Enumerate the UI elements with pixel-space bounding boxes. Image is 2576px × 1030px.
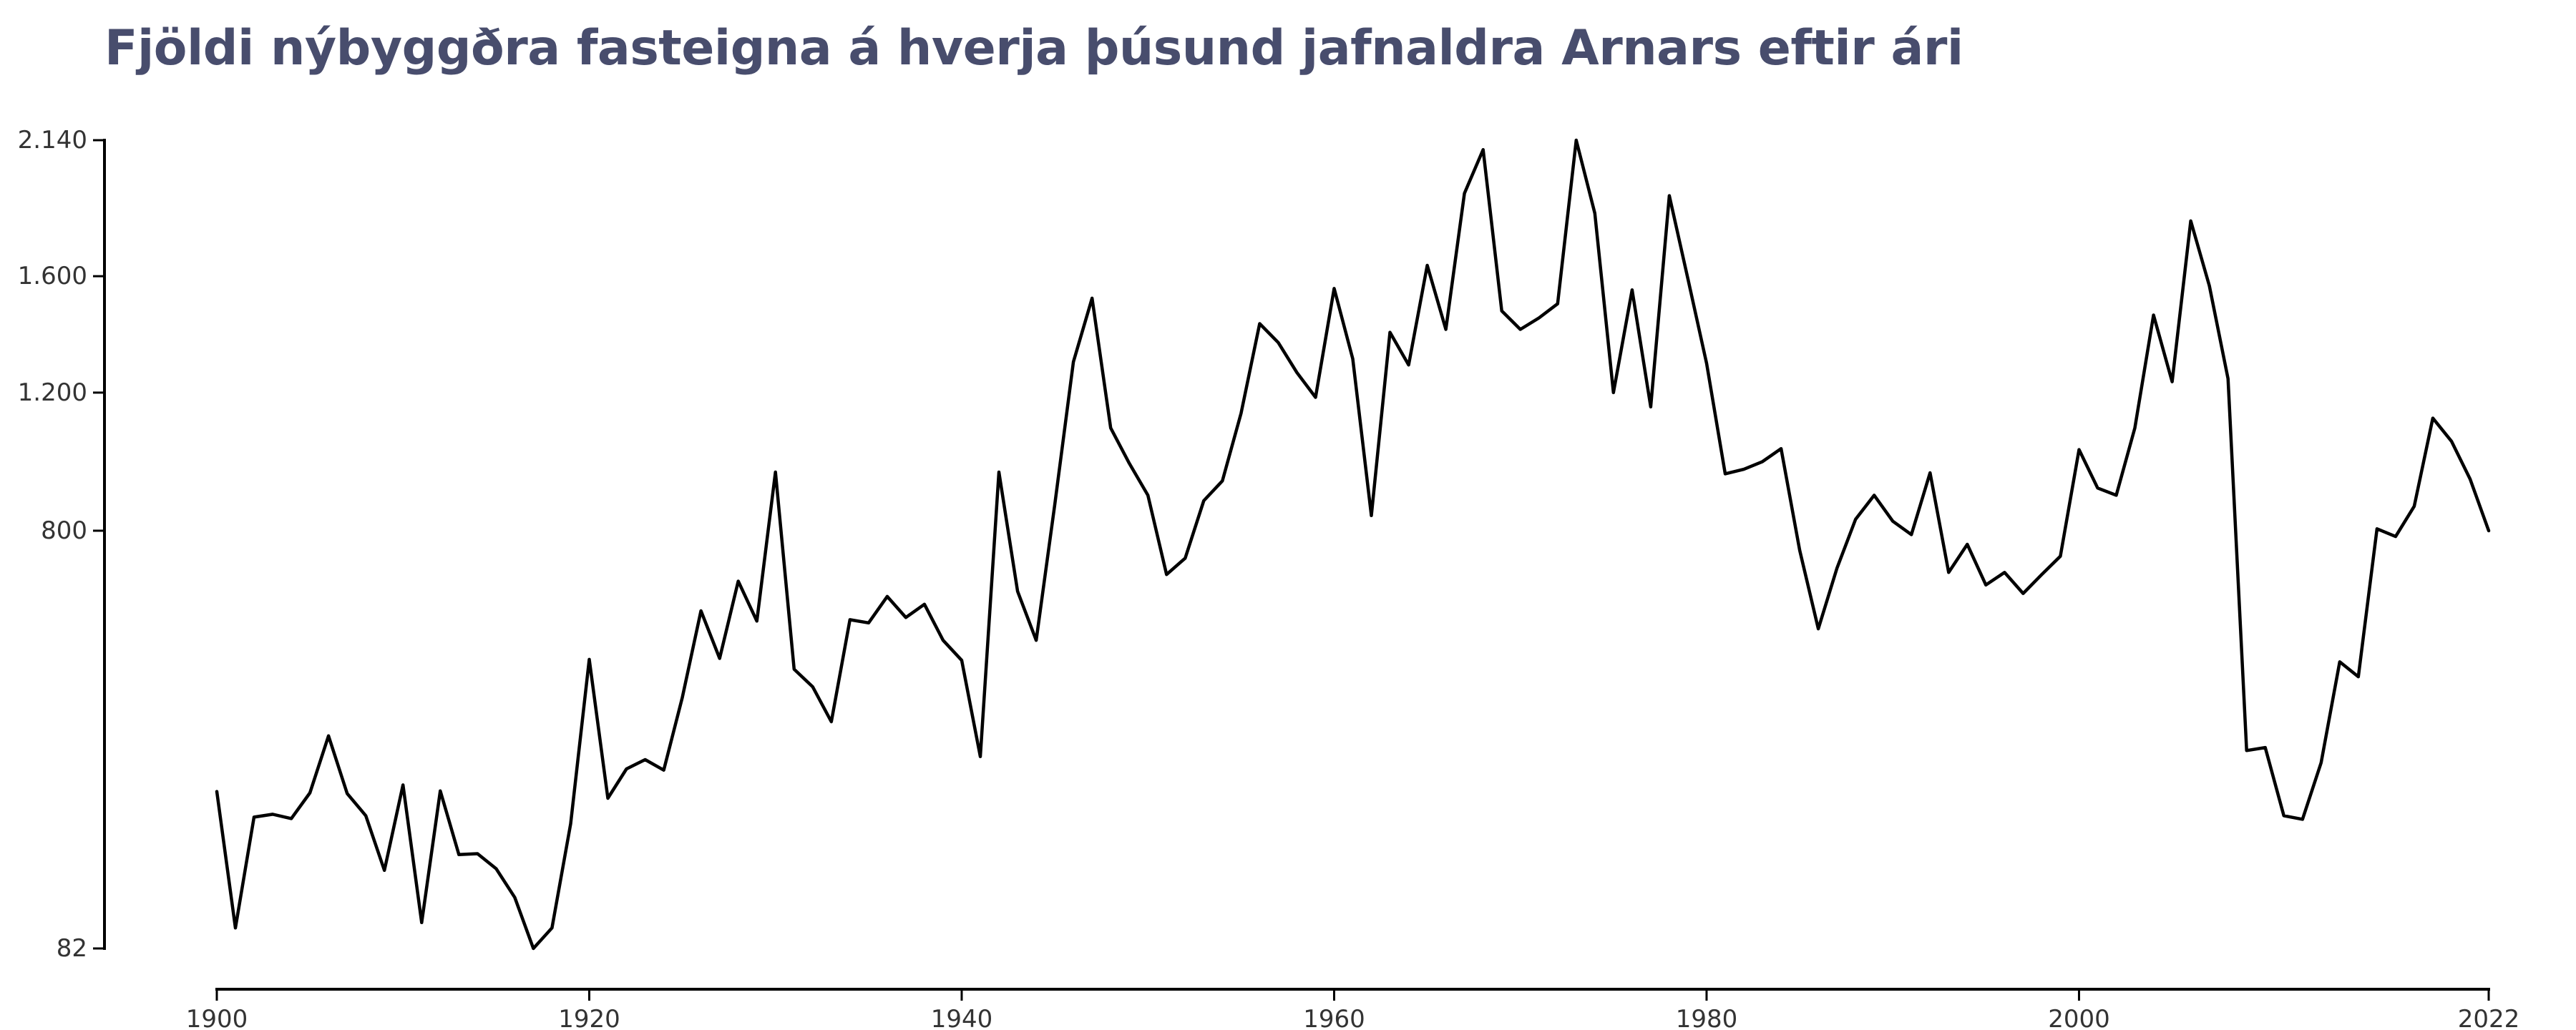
y-tick-label: 2.140 (18, 126, 87, 154)
y-tick-label: 82 (57, 934, 87, 963)
y-tick-label: 1.600 (18, 262, 87, 290)
series-line (215, 138, 2491, 951)
y-tick-label: 1.200 (18, 378, 87, 407)
x-axis: 1900 1920 1940 1960 1980 2000 2022 (186, 988, 2520, 1030)
x-tick-label: 1980 (1676, 1005, 1738, 1030)
series-group (215, 138, 2491, 951)
x-tick-label: 1900 (186, 1005, 248, 1030)
x-tick-label: 1940 (931, 1005, 993, 1030)
x-tick-label: 1960 (1303, 1005, 1365, 1030)
y-tick-label: 800 (41, 516, 87, 545)
x-tick-label: 2022 (2458, 1005, 2520, 1030)
x-tick-label: 1920 (558, 1005, 620, 1030)
chart-title: Fjöldi nýbyggðra fasteigna á hverja þúsu… (104, 20, 1963, 77)
x-tick-label: 2000 (2048, 1005, 2110, 1030)
y-axis: 82 800 1.200 1.600 2.140 (18, 126, 106, 963)
